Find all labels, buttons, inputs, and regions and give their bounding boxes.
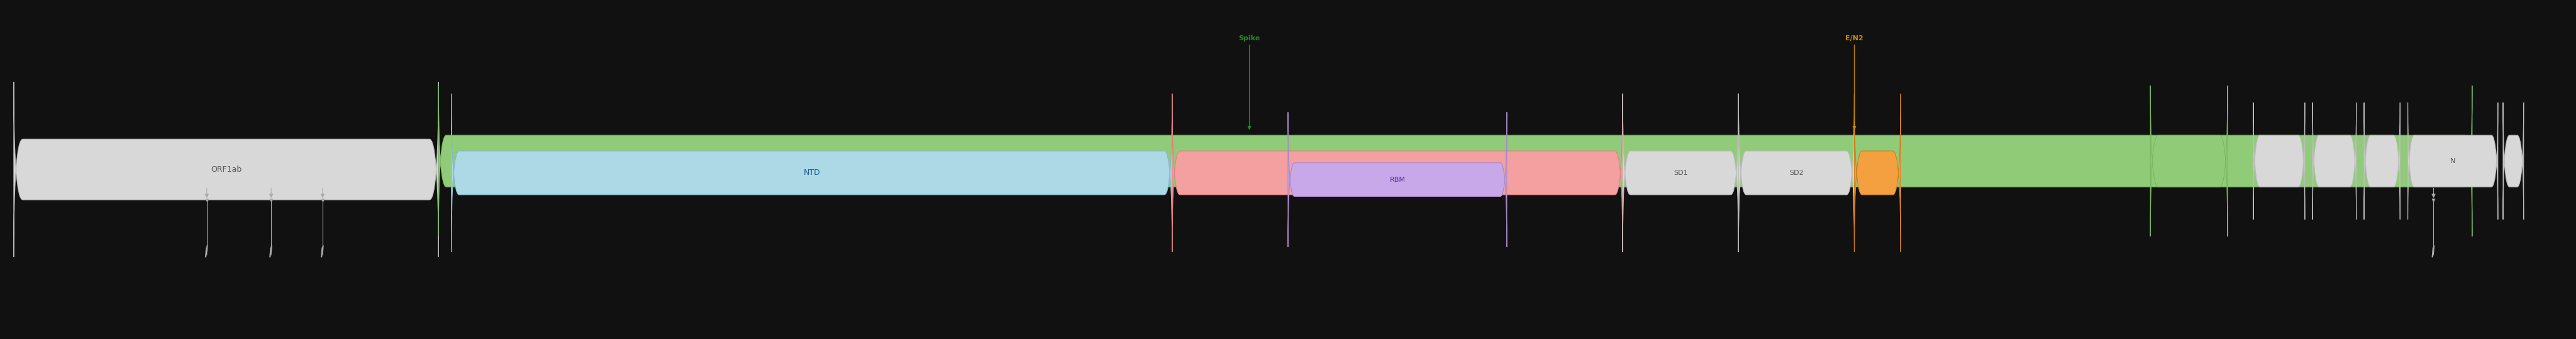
FancyBboxPatch shape: [1855, 94, 1901, 252]
Text: RBM: RBM: [1388, 177, 1406, 183]
FancyBboxPatch shape: [2313, 103, 2357, 220]
FancyBboxPatch shape: [1172, 94, 1623, 252]
FancyBboxPatch shape: [1739, 94, 1855, 252]
Text: SD1: SD1: [1674, 170, 1687, 176]
FancyBboxPatch shape: [451, 94, 1172, 252]
Text: ORF1ab: ORF1ab: [211, 165, 242, 174]
Text: NTD: NTD: [804, 169, 819, 177]
FancyBboxPatch shape: [2504, 103, 2524, 220]
Text: RBD: RBD: [1388, 169, 1406, 177]
FancyBboxPatch shape: [13, 82, 438, 257]
FancyBboxPatch shape: [1288, 112, 1507, 247]
Text: N: N: [2450, 158, 2455, 164]
FancyBboxPatch shape: [2254, 103, 2306, 220]
FancyBboxPatch shape: [2151, 86, 2228, 236]
Text: Spike: Spike: [1239, 35, 1260, 129]
FancyBboxPatch shape: [1623, 94, 1739, 252]
FancyBboxPatch shape: [2365, 103, 2401, 220]
FancyBboxPatch shape: [438, 86, 2473, 236]
Text: SD2: SD2: [1790, 170, 1803, 176]
FancyBboxPatch shape: [2409, 103, 2499, 220]
Text: E/N2: E/N2: [1844, 35, 1862, 129]
